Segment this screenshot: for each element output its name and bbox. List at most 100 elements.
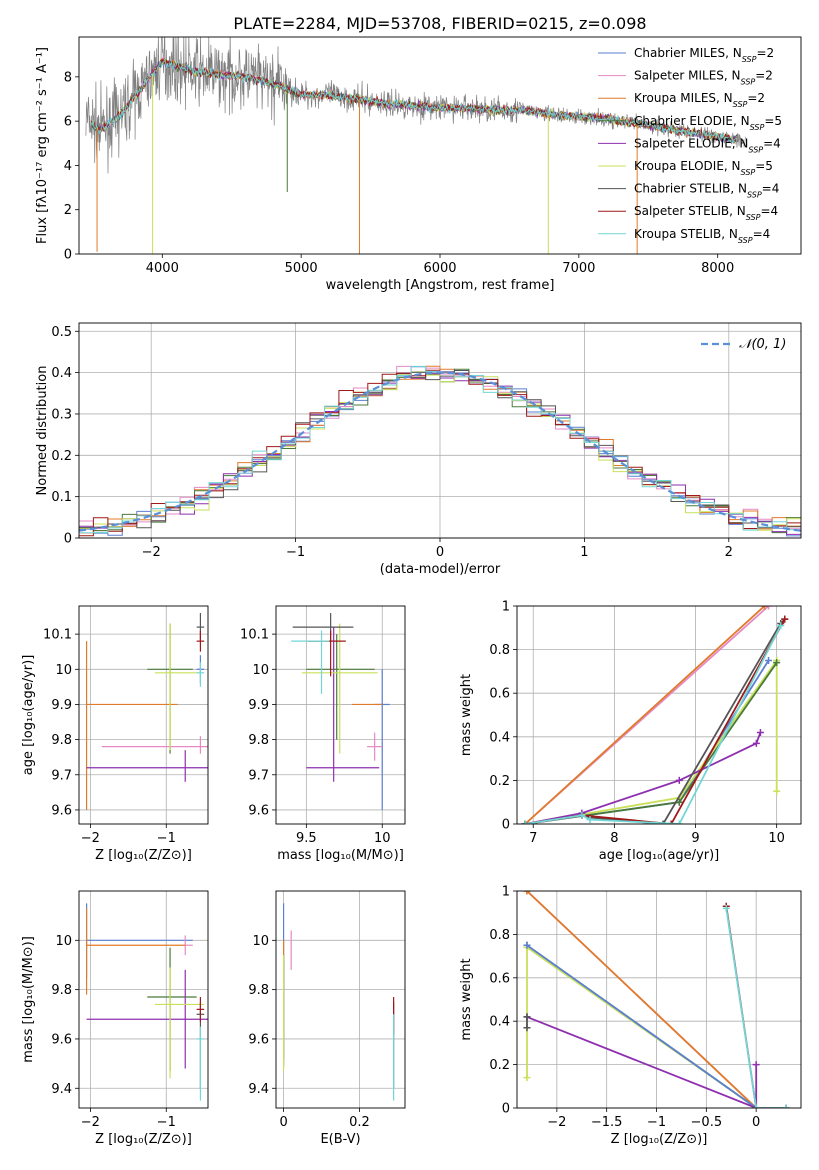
y-tick-label: 0.2 bbox=[51, 449, 72, 464]
y-tick-label: 0.5 bbox=[51, 325, 72, 340]
x-tick-label: 6000 bbox=[423, 261, 456, 276]
y-tick-label: 0.4 bbox=[489, 730, 510, 745]
weight-marker bbox=[586, 816, 594, 824]
weight-marker bbox=[765, 606, 773, 610]
x-tick-label: 9 bbox=[691, 831, 699, 846]
weight-marker bbox=[777, 622, 785, 630]
plot-area-spectrum bbox=[85, 37, 746, 254]
legend-label-3: Chabrier ELODIE, NSSP=5 bbox=[634, 114, 782, 132]
panel-residuals: −2 −1 0 1 2 0 0.1 0.2 0.3 0.4 0.5 (data-model)/erro… bbox=[35, 322, 802, 577]
x-axis-label: age [log₁₀(age/yr)] bbox=[599, 848, 720, 863]
x-tick-label: 2 bbox=[725, 545, 733, 560]
plot-area-mass-vs-ebv bbox=[282, 903, 395, 1101]
weight-marker bbox=[752, 739, 760, 747]
weight-marker bbox=[523, 1024, 531, 1032]
legend-reference-label: 𝒩(0, 1) bbox=[739, 337, 786, 352]
legend-spectrum: Chabrier MILES, NSSP=2 Salpeter MILES, NS… bbox=[598, 46, 782, 244]
weight-marker bbox=[675, 820, 683, 824]
panel-mass-vs-Z: −2 −1 9.4 9.6 9.8 10 Z [log₁₀(Z/Z⊙)] mass [log₁… bbox=[21, 890, 209, 1147]
y-tick-label: 9.6 bbox=[51, 803, 72, 818]
x-tick-label: 1 bbox=[580, 545, 588, 560]
weight-marker bbox=[773, 659, 781, 667]
y-tick-label: 9.8 bbox=[248, 983, 269, 998]
weight-marker bbox=[756, 728, 764, 736]
weight-line-4 bbox=[524, 662, 778, 824]
weight-line-5 bbox=[524, 732, 762, 824]
weight-marker bbox=[752, 1061, 760, 1069]
y-tick-label: 6 bbox=[64, 115, 72, 130]
y-tick-label: 9.9 bbox=[51, 698, 72, 713]
figure-title: PLATE=2284, MJD=53708, FIBERID=0215, z=0… bbox=[233, 14, 646, 33]
y-tick-label: 2 bbox=[64, 203, 72, 218]
weight-line-8 bbox=[524, 625, 782, 824]
weight-line-3 bbox=[524, 657, 778, 824]
axes-frame bbox=[275, 605, 406, 825]
x-tick-label: 8 bbox=[610, 831, 618, 846]
y-tick-label: 9.6 bbox=[51, 1032, 72, 1047]
x-tick-label: 0 bbox=[436, 545, 444, 560]
x-tick-label: −0.5 bbox=[691, 1115, 723, 1130]
x-axis-label: Z [log₁₀(Z/Z⊙)] bbox=[95, 1132, 192, 1147]
weight-marker bbox=[523, 1013, 531, 1021]
y-tick-label: 9.7 bbox=[248, 768, 269, 783]
x-tick-label: 10 bbox=[768, 831, 785, 846]
x-tick-label: −1.5 bbox=[591, 1115, 623, 1130]
legend-label-5: Kroupa ELODIE, NSSP=5 bbox=[634, 159, 773, 177]
y-tick-label: 9.4 bbox=[51, 1082, 72, 1097]
y-axis-label: Flux [fλ10⁻¹⁷ erg cm⁻² s⁻¹ A⁻¹] bbox=[35, 47, 50, 244]
weight-marker bbox=[523, 941, 531, 949]
axes-frame bbox=[275, 890, 406, 1109]
weight-line-2 bbox=[524, 660, 770, 824]
y-axis-label: mass weight bbox=[459, 958, 474, 1040]
weight-marker bbox=[667, 820, 675, 824]
weight-marker bbox=[521, 820, 529, 824]
x-tick-label: −2 bbox=[81, 1115, 100, 1130]
y-tick-label: 0 bbox=[64, 248, 72, 263]
weight-line-1 bbox=[526, 891, 757, 1108]
y-tick-label: 0.8 bbox=[489, 928, 510, 943]
panel-age-vs-mass: 9.5 10 9.6 9.7 9.8 9.9 10 10.1 mass [log₁₀(M/M⊙)… bbox=[240, 605, 406, 863]
y-tick-label: 0.6 bbox=[489, 971, 510, 986]
x-axis-label: wavelength [Angstrom, rest frame] bbox=[326, 278, 555, 293]
weight-marker bbox=[675, 776, 683, 784]
weight-line-8 bbox=[725, 908, 787, 1108]
weight-marker bbox=[523, 891, 531, 895]
y-axis-label: mass weight bbox=[459, 674, 474, 756]
y-tick-label: 10 bbox=[55, 663, 72, 678]
axes-frame bbox=[516, 605, 802, 825]
y-tick-label: 0 bbox=[502, 818, 510, 833]
x-axis-label: mass [log₁₀(M/M⊙)] bbox=[277, 848, 404, 863]
plot-area-age-vs-Z bbox=[85, 613, 208, 810]
x-tick-label: 0 bbox=[752, 1115, 760, 1130]
legend-label-7: Salpeter STELIB, NSSP=4 bbox=[634, 204, 778, 222]
panel-spectrum: 4000 5000 6000 7000 8000 0 2 4 6 8 wavelength [Ang… bbox=[35, 36, 802, 293]
weight-marker bbox=[782, 1104, 790, 1108]
y-tick-label: 9.8 bbox=[51, 733, 72, 748]
weight-marker bbox=[781, 615, 789, 623]
x-tick-label: −2 bbox=[81, 831, 100, 846]
x-tick-label: −2 bbox=[142, 545, 161, 560]
x-tick-label: 5000 bbox=[285, 261, 318, 276]
x-axis-label: (data-model)/error bbox=[380, 562, 501, 577]
y-tick-label: 9.4 bbox=[248, 1082, 269, 1097]
y-tick-label: 0 bbox=[502, 1102, 510, 1117]
panel-massweight-vs-age: 7 8 9 10 0 0.2 0.4 0.6 0.8 1 age [log₁₀(age/yr)] ma… bbox=[459, 600, 802, 863]
x-tick-label: −1 bbox=[647, 1115, 666, 1130]
y-tick-label: 0.3 bbox=[51, 407, 72, 422]
x-tick-label: −1 bbox=[157, 831, 176, 846]
y-tick-label: 0.2 bbox=[489, 1058, 510, 1073]
axes-frame bbox=[516, 890, 802, 1109]
panel-mass-vs-ebv: 0 0.2 9.4 9.6 9.8 10 E(B-V) bbox=[248, 890, 406, 1147]
weight-line-4 bbox=[526, 944, 757, 1108]
legend-label-2: Kroupa MILES, NSSP=2 bbox=[634, 91, 765, 109]
weight-marker bbox=[760, 606, 768, 610]
weight-marker bbox=[752, 1104, 760, 1108]
x-tick-label: 4000 bbox=[146, 261, 179, 276]
y-tick-label: 10 bbox=[252, 934, 269, 949]
y-tick-label: 4 bbox=[64, 159, 72, 174]
y-axis-label: mass [log₁₀(M/M⊙)] bbox=[21, 936, 36, 1063]
y-tick-label: 0.1 bbox=[51, 490, 72, 505]
y-tick-label: 0.2 bbox=[489, 774, 510, 789]
x-tick-label: 8000 bbox=[701, 261, 734, 276]
